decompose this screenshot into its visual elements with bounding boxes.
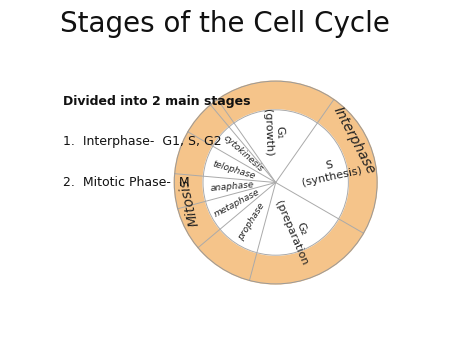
Text: 1.  Interphase-  G1, S, G2: 1. Interphase- G1, S, G2 xyxy=(63,135,221,148)
Text: 2.  Mitotic Phase-  M: 2. Mitotic Phase- M xyxy=(63,176,189,189)
Text: G₁
(growth): G₁ (growth) xyxy=(262,108,286,157)
Text: Divided into 2 main stages: Divided into 2 main stages xyxy=(63,95,250,107)
Text: G₂
(preparation: G₂ (preparation xyxy=(273,195,320,267)
Circle shape xyxy=(203,110,348,255)
Text: telophase: telophase xyxy=(211,159,256,180)
Text: Mitosis: Mitosis xyxy=(177,177,202,227)
Text: prophase: prophase xyxy=(237,201,266,242)
Text: cytokinesis: cytokinesis xyxy=(221,133,265,173)
Text: Interphase: Interphase xyxy=(330,105,378,177)
Text: anaphase: anaphase xyxy=(210,180,254,193)
Text: metaphase: metaphase xyxy=(212,187,261,219)
Text: Stages of the Cell Cycle: Stages of the Cell Cycle xyxy=(60,10,390,38)
Circle shape xyxy=(174,81,377,284)
Text: S
(synthesis): S (synthesis) xyxy=(298,154,362,188)
